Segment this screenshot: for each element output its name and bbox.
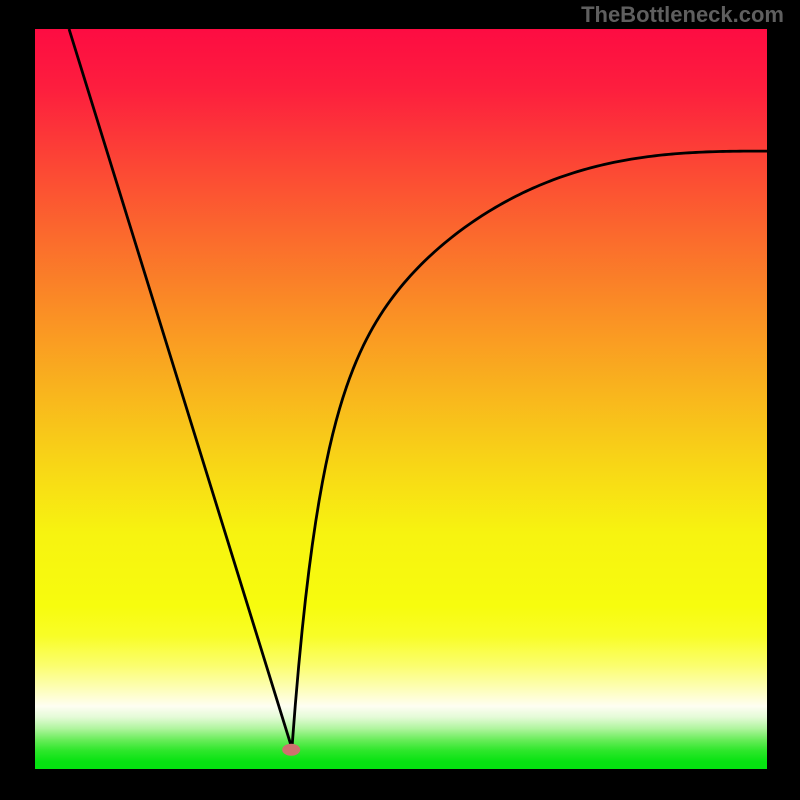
watermark-text: TheBottleneck.com <box>581 2 784 27</box>
optimal-point-marker <box>282 744 300 756</box>
plot-background <box>35 29 767 769</box>
